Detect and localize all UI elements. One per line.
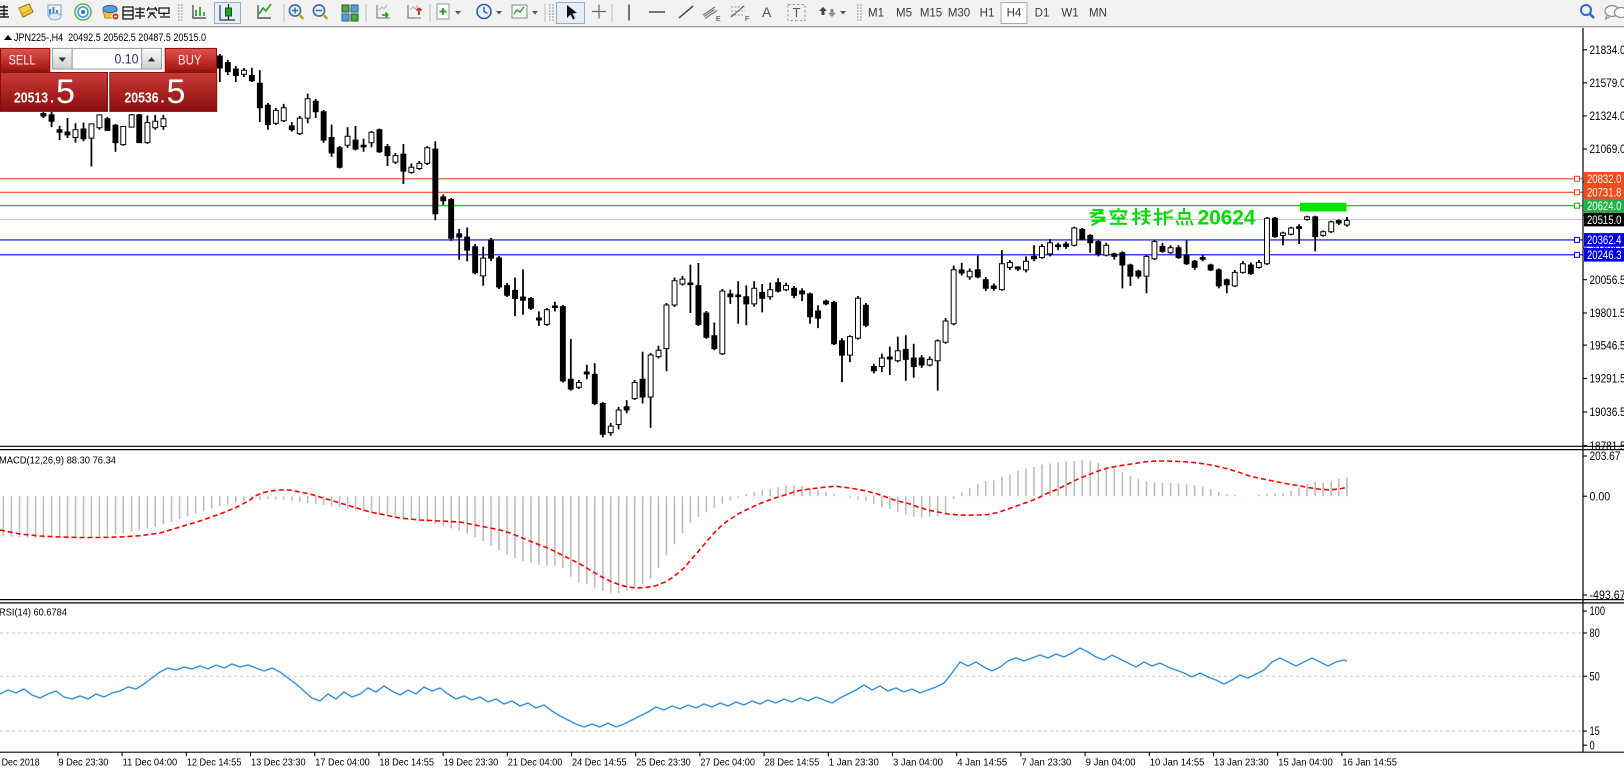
svg-text:20624.0: 20624.0: [1587, 199, 1622, 213]
svg-text:E: E: [716, 16, 721, 23]
svg-text:19546.5: 19546.5: [1590, 340, 1624, 352]
svg-text:13 Jan 23:30: 13 Jan 23:30: [1214, 757, 1269, 769]
svg-text:D1: D1: [1035, 8, 1050, 20]
svg-text:21834.0: 21834.0: [1590, 45, 1624, 57]
svg-text:.: .: [161, 91, 165, 107]
svg-text:21 Dec 04:00: 21 Dec 04:00: [508, 757, 563, 769]
svg-text:MN: MN: [1089, 8, 1107, 20]
svg-text:20832.0: 20832.0: [1587, 172, 1622, 186]
svg-text:.: .: [50, 91, 54, 107]
svg-text:18 Dec 14:55: 18 Dec 14:55: [379, 757, 434, 769]
svg-text:21579.0: 21579.0: [1590, 78, 1624, 90]
svg-text:13 Dec 23:30: 13 Dec 23:30: [251, 757, 306, 769]
svg-text:M1: M1: [868, 8, 884, 20]
svg-text:0.10: 0.10: [115, 52, 139, 67]
svg-text:-493.67: -493.67: [1590, 590, 1624, 602]
svg-text:20056.5: 20056.5: [1590, 275, 1624, 287]
svg-text:H4: H4: [1007, 8, 1022, 20]
svg-text:25 Dec 23:30: 25 Dec 23:30: [636, 757, 691, 769]
svg-text:0.00: 0.00: [1590, 491, 1611, 503]
svg-text:19291.5: 19291.5: [1590, 374, 1624, 386]
svg-text:3 Jan 04:00: 3 Jan 04:00: [893, 757, 943, 769]
svg-text:19 Dec 23:30: 19 Dec 23:30: [444, 757, 499, 769]
svg-text:BUY: BUY: [178, 52, 202, 67]
svg-text:RSI(14) 60.6784: RSI(14) 60.6784: [0, 607, 67, 619]
svg-text:10 Jan 14:55: 10 Jan 14:55: [1150, 757, 1205, 769]
svg-text:JPN225-,H4 20492.5 20562.5 20: JPN225-,H4 20492.5 20562.5 20487.5 20515…: [14, 32, 206, 44]
svg-text:A: A: [762, 4, 772, 20]
svg-text:5: 5: [56, 73, 75, 111]
svg-text:20513: 20513: [14, 91, 48, 107]
svg-text:9 Jan 04:00: 9 Jan 04:00: [1086, 757, 1136, 769]
svg-text:H1: H1: [980, 8, 995, 20]
svg-text:19036.5: 19036.5: [1590, 407, 1624, 419]
svg-text:F: F: [745, 16, 749, 23]
svg-text:18781.5: 18781.5: [1590, 441, 1624, 453]
svg-text:16 Jan 14:55: 16 Jan 14:55: [1342, 757, 1397, 769]
svg-text:50: 50: [1590, 671, 1600, 683]
svg-text:20515.0: 20515.0: [1587, 213, 1622, 227]
svg-text:28 Dec 14:55: 28 Dec 14:55: [765, 757, 820, 769]
svg-text:15: 15: [1590, 726, 1600, 738]
svg-text:15 Jan 04:00: 15 Jan 04:00: [1278, 757, 1333, 769]
svg-text:20362.4: 20362.4: [1587, 233, 1622, 247]
svg-text:12 Dec 14:55: 12 Dec 14:55: [187, 757, 242, 769]
svg-text:9 Dec 23:30: 9 Dec 23:30: [58, 757, 108, 769]
svg-text:SELL: SELL: [9, 52, 36, 67]
svg-text:5: 5: [167, 73, 186, 111]
svg-text:20246.3: 20246.3: [1587, 248, 1622, 262]
svg-text:80: 80: [1590, 628, 1600, 640]
svg-text:21324.0: 21324.0: [1590, 111, 1624, 123]
svg-text:21069.0: 21069.0: [1590, 144, 1624, 156]
svg-text:17 Dec 04:00: 17 Dec 04:00: [315, 757, 370, 769]
svg-text:4 Jan 14:55: 4 Jan 14:55: [957, 757, 1007, 769]
svg-text:19801.5: 19801.5: [1590, 308, 1624, 320]
svg-text:T: T: [793, 5, 801, 20]
svg-text:1 Jan 23:30: 1 Jan 23:30: [829, 757, 879, 769]
svg-text:20624: 20624: [1198, 207, 1256, 230]
svg-text:W1: W1: [1061, 8, 1078, 20]
svg-text:M5: M5: [896, 8, 912, 20]
svg-text:MACD(12,26,9) 88.30 76.34: MACD(12,26,9) 88.30 76.34: [0, 455, 116, 467]
svg-text:0: 0: [1590, 740, 1595, 752]
svg-text:20731.8: 20731.8: [1587, 186, 1622, 200]
svg-text:27 Dec 04:00: 27 Dec 04:00: [700, 757, 755, 769]
svg-text:M15: M15: [920, 8, 942, 20]
svg-text:20536: 20536: [125, 91, 159, 107]
svg-text:24 Dec 14:55: 24 Dec 14:55: [572, 757, 627, 769]
svg-text:M30: M30: [948, 8, 970, 20]
svg-text:7 Jan 23:30: 7 Jan 23:30: [1021, 757, 1071, 769]
svg-text:11 Dec 04:00: 11 Dec 04:00: [123, 757, 178, 769]
svg-text:8 Dec 2018: 8 Dec 2018: [0, 757, 40, 769]
svg-text:203.67: 203.67: [1590, 451, 1621, 463]
svg-text:100: 100: [1590, 606, 1606, 618]
